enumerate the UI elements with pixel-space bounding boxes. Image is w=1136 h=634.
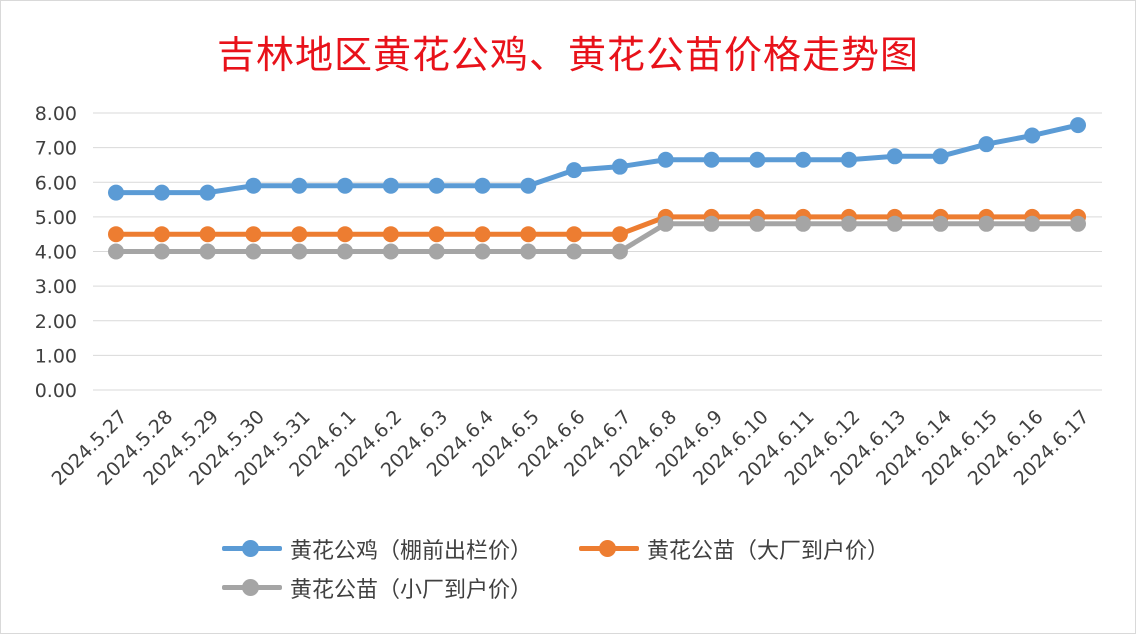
data-point-series-1: [108, 184, 124, 201]
data-point-series-2: [291, 226, 308, 243]
data-point-series-2: [245, 226, 262, 243]
data-point-series-3: [1070, 215, 1086, 232]
data-point-series-3: [382, 243, 399, 260]
data-point-series-3: [108, 243, 124, 260]
data-point-series-1: [199, 184, 216, 201]
data-point-series-3: [520, 243, 537, 260]
chart-title: 吉林地区黄花公鸡、黄花公苗价格走势图: [216, 33, 919, 77]
data-point-series-3: [245, 243, 262, 260]
series-line-1: [113, 122, 1081, 196]
legend-item-series-2: 黄花公苗（大厂到户价）: [579, 532, 889, 566]
data-point-series-1: [428, 177, 445, 194]
y-tick-label: 4.00: [35, 242, 77, 264]
series-line-3: [113, 221, 1081, 254]
y-tick-label: 2.00: [35, 311, 77, 333]
data-point-series-3: [611, 243, 628, 260]
series-line-2: [113, 214, 1081, 237]
data-point-series-1: [566, 162, 583, 179]
data-point-series-3: [840, 215, 857, 232]
y-tick-label: 0.00: [35, 380, 77, 402]
data-point-series-3: [795, 215, 812, 232]
data-point-series-1: [749, 151, 766, 168]
data-point-series-2: [566, 226, 583, 243]
data-point-series-3: [199, 243, 216, 260]
data-point-series-2: [337, 226, 354, 243]
data-point-series-3: [932, 215, 949, 232]
data-point-series-1: [474, 177, 491, 194]
data-point-series-1: [1024, 127, 1041, 144]
y-tick-label: 1.00: [35, 345, 77, 367]
data-point-series-2: [520, 226, 537, 243]
data-point-series-1: [886, 148, 903, 165]
data-point-series-1: [153, 184, 170, 201]
data-point-series-3: [337, 243, 354, 260]
data-point-series-1: [978, 136, 995, 153]
data-point-series-3: [474, 243, 491, 260]
data-point-series-1: [795, 151, 812, 168]
y-tick-label: 5.00: [35, 207, 77, 229]
data-point-series-3: [291, 243, 308, 260]
legend-item-series-3: 黄花公苗（小厂到户价）: [222, 571, 532, 605]
y-tick-label: 6.00: [35, 172, 77, 194]
data-point-series-1: [382, 177, 399, 194]
legend-swatch-series-2: [579, 532, 639, 566]
data-point-series-2: [108, 226, 124, 243]
data-point-series-1: [932, 148, 949, 165]
data-point-series-1: [703, 151, 720, 168]
data-point-series-3: [749, 215, 766, 232]
data-point-series-2: [611, 226, 628, 243]
data-point-series-1: [291, 177, 308, 194]
legend-item-series-1: 黄花公鸡（棚前出栏价）: [222, 532, 532, 566]
data-point-series-3: [886, 215, 903, 232]
data-point-series-2: [474, 226, 491, 243]
data-point-series-3: [428, 243, 445, 260]
data-point-series-1: [245, 177, 262, 194]
legend-swatch-series-3: [222, 571, 282, 605]
data-point-series-1: [657, 151, 674, 168]
y-tick-label: 8.00: [35, 103, 77, 125]
y-tick-label: 7.00: [35, 138, 77, 160]
legend-swatch-series-1: [222, 532, 282, 566]
data-point-series-3: [153, 243, 170, 260]
data-point-series-3: [566, 243, 583, 260]
legend-label-series-1: 黄花公鸡（棚前出栏价）: [290, 539, 533, 564]
data-point-series-1: [611, 158, 628, 175]
data-point-series-1: [337, 177, 354, 194]
y-tick-label: 3.00: [35, 276, 77, 298]
data-point-series-2: [382, 226, 399, 243]
data-point-series-2: [199, 226, 216, 243]
data-point-series-3: [657, 215, 674, 232]
data-point-series-3: [703, 215, 720, 232]
legend-label-series-3: 黄花公苗（小厂到户价）: [290, 578, 533, 603]
data-point-series-2: [153, 226, 170, 243]
data-point-series-3: [1024, 215, 1041, 232]
data-point-series-1: [1070, 117, 1086, 134]
data-point-series-1: [840, 151, 857, 168]
legend-label-series-2: 黄花公苗（大厂到户价）: [647, 539, 890, 564]
data-point-series-2: [428, 226, 445, 243]
data-point-series-1: [520, 177, 537, 194]
data-point-series-3: [978, 215, 995, 232]
